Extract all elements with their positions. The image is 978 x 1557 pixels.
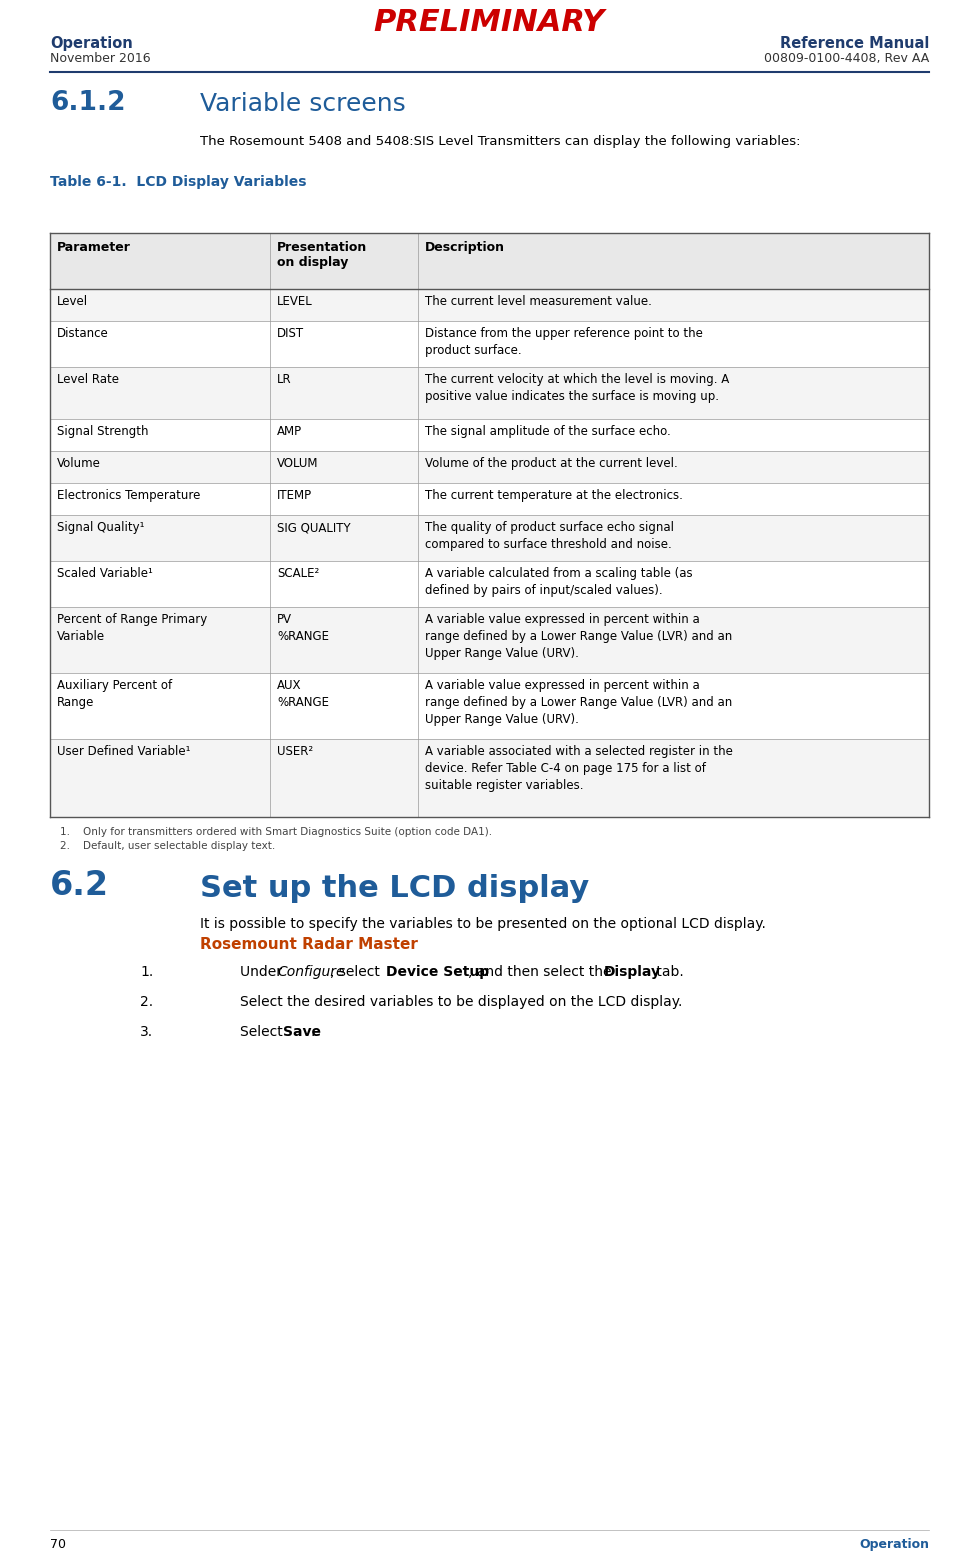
Text: tab.: tab. bbox=[651, 965, 683, 979]
Text: The current temperature at the electronics.: The current temperature at the electroni… bbox=[424, 489, 683, 501]
Text: The current level measurement value.: The current level measurement value. bbox=[424, 294, 651, 308]
Text: Description: Description bbox=[424, 241, 505, 254]
Text: PV
%RANGE: PV %RANGE bbox=[277, 613, 329, 643]
Text: Reference Manual: Reference Manual bbox=[778, 36, 928, 51]
Text: Under: Under bbox=[240, 965, 287, 979]
Bar bbox=[50, 607, 928, 673]
Text: Operation: Operation bbox=[858, 1538, 928, 1551]
Text: LR: LR bbox=[277, 374, 291, 386]
Bar bbox=[50, 515, 928, 561]
Text: VOLUM: VOLUM bbox=[277, 458, 318, 470]
Text: Rosemount Radar Master: Rosemount Radar Master bbox=[200, 937, 418, 951]
Text: 2.: 2. bbox=[140, 995, 153, 1009]
Text: 3.: 3. bbox=[140, 1025, 153, 1039]
Text: LEVEL: LEVEL bbox=[277, 294, 312, 308]
Text: A variable associated with a selected register in the
device. Refer Table C-4 on: A variable associated with a selected re… bbox=[424, 744, 733, 793]
Text: Auxiliary Percent of
Range: Auxiliary Percent of Range bbox=[57, 679, 172, 708]
Text: SCALE²: SCALE² bbox=[277, 567, 319, 581]
Text: The Rosemount 5408 and 5408:SIS Level Transmitters can display the following var: The Rosemount 5408 and 5408:SIS Level Tr… bbox=[200, 135, 800, 148]
Text: Electronics Temperature: Electronics Temperature bbox=[57, 489, 200, 501]
Text: The quality of product surface echo signal
compared to surface threshold and noi: The quality of product surface echo sign… bbox=[424, 522, 673, 551]
Text: A variable value expressed in percent within a
range defined by a Lower Range Va: A variable value expressed in percent wi… bbox=[424, 679, 732, 726]
Text: Level: Level bbox=[57, 294, 88, 308]
Text: Select: Select bbox=[240, 1025, 287, 1039]
Bar bbox=[50, 290, 928, 321]
Text: 2.    Default, user selectable display text.: 2. Default, user selectable display text… bbox=[60, 841, 275, 852]
Text: AUX
%RANGE: AUX %RANGE bbox=[277, 679, 329, 708]
Text: Save: Save bbox=[283, 1025, 321, 1039]
Text: PRELIMINARY: PRELIMINARY bbox=[373, 8, 604, 37]
Text: Operation: Operation bbox=[50, 36, 133, 51]
Text: Level Rate: Level Rate bbox=[57, 374, 119, 386]
Text: Table 6-1.  LCD Display Variables: Table 6-1. LCD Display Variables bbox=[50, 174, 306, 188]
Bar bbox=[50, 740, 928, 817]
Text: Scaled Variable¹: Scaled Variable¹ bbox=[57, 567, 153, 581]
Text: USER²: USER² bbox=[277, 744, 313, 758]
Text: Parameter: Parameter bbox=[57, 241, 131, 254]
Bar bbox=[50, 452, 928, 483]
Text: Select the desired variables to be displayed on the LCD display.: Select the desired variables to be displ… bbox=[240, 995, 682, 1009]
Text: Volume: Volume bbox=[57, 458, 101, 470]
Text: 1.    Only for transmitters ordered with Smart Diagnostics Suite (option code DA: 1. Only for transmitters ordered with Sm… bbox=[60, 827, 492, 838]
Text: , select: , select bbox=[330, 965, 384, 979]
Text: A variable value expressed in percent within a
range defined by a Lower Range Va: A variable value expressed in percent wi… bbox=[424, 613, 732, 660]
Text: Signal Quality¹: Signal Quality¹ bbox=[57, 522, 145, 534]
Text: It is possible to specify the variables to be presented on the optional LCD disp: It is possible to specify the variables … bbox=[200, 917, 765, 931]
Text: A variable calculated from a scaling table (as
defined by pairs of input/scaled : A variable calculated from a scaling tab… bbox=[424, 567, 691, 596]
Text: Distance from the upper reference point to the
product surface.: Distance from the upper reference point … bbox=[424, 327, 702, 357]
Text: 6.2: 6.2 bbox=[50, 869, 109, 902]
Text: Percent of Range Primary
Variable: Percent of Range Primary Variable bbox=[57, 613, 207, 643]
Text: Variable screens: Variable screens bbox=[200, 92, 405, 117]
Text: , and then select the: , and then select the bbox=[467, 965, 615, 979]
Text: AMP: AMP bbox=[277, 425, 302, 438]
Text: SIG QUALITY: SIG QUALITY bbox=[277, 522, 350, 534]
Text: The signal amplitude of the surface echo.: The signal amplitude of the surface echo… bbox=[424, 425, 670, 438]
Text: Volume of the product at the current level.: Volume of the product at the current lev… bbox=[424, 458, 677, 470]
Text: .: . bbox=[310, 1025, 315, 1039]
Text: 1.: 1. bbox=[140, 965, 154, 979]
Text: Presentation
on display: Presentation on display bbox=[277, 241, 367, 269]
Text: Display: Display bbox=[603, 965, 660, 979]
Bar bbox=[50, 234, 928, 290]
Text: 00809-0100-4408, Rev AA: 00809-0100-4408, Rev AA bbox=[763, 51, 928, 65]
Text: November 2016: November 2016 bbox=[50, 51, 151, 65]
Text: 70: 70 bbox=[50, 1538, 66, 1551]
Text: DIST: DIST bbox=[277, 327, 304, 339]
Text: ITEMP: ITEMP bbox=[277, 489, 312, 501]
Text: Configure: Configure bbox=[277, 965, 344, 979]
Text: Device Setup: Device Setup bbox=[385, 965, 489, 979]
Text: Signal Strength: Signal Strength bbox=[57, 425, 149, 438]
Text: User Defined Variable¹: User Defined Variable¹ bbox=[57, 744, 191, 758]
Text: 6.1.2: 6.1.2 bbox=[50, 90, 125, 117]
Text: The current velocity at which the level is moving. A
positive value indicates th: The current velocity at which the level … bbox=[424, 374, 729, 403]
Text: Set up the LCD display: Set up the LCD display bbox=[200, 873, 589, 903]
Text: Distance: Distance bbox=[57, 327, 109, 339]
Bar bbox=[50, 367, 928, 419]
